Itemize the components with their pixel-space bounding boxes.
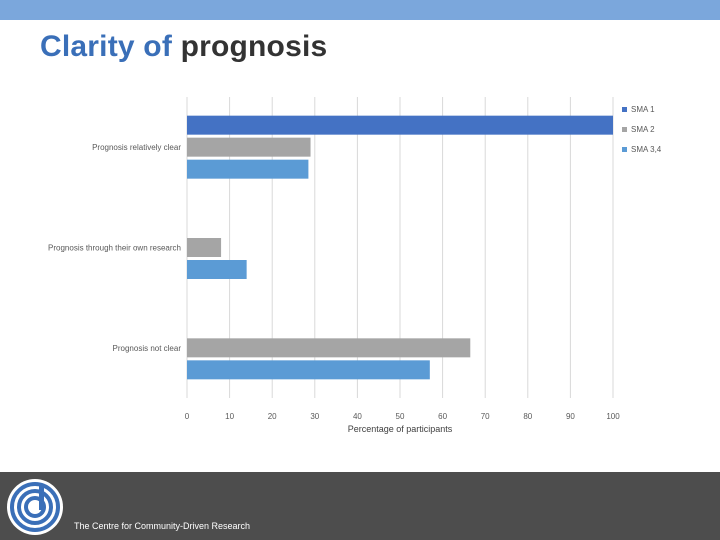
slide-title: Clarity of prognosis [40, 30, 327, 64]
y-category-label: Prognosis relatively clear [92, 143, 181, 152]
x-tick-label: 20 [268, 412, 277, 421]
x-tick-label: 90 [566, 412, 575, 421]
x-tick-label: 70 [481, 412, 490, 421]
x-tick-label: 100 [606, 412, 620, 421]
x-tick-label: 60 [438, 412, 447, 421]
x-tick-label: 50 [396, 412, 405, 421]
bar-chart: 0 10 20 30 40 50 60 70 80 90 100 Prognosis relative… [48, 97, 662, 434]
bar [187, 159, 309, 179]
x-tick-label: 0 [185, 412, 190, 421]
slide-title-rest: prognosis [180, 30, 328, 63]
footer-bar [0, 472, 720, 540]
legend-swatch [622, 147, 627, 152]
top-accent-bar [0, 0, 720, 20]
legend-label: SMA 2 [631, 125, 655, 134]
bar [187, 360, 430, 380]
x-tick-label: 30 [310, 412, 319, 421]
legend-label: SMA 3,4 [631, 145, 662, 154]
bar [187, 137, 311, 157]
legend-swatch [622, 127, 627, 132]
x-tick-label: 80 [523, 412, 532, 421]
ccdr-logo-icon [7, 479, 63, 535]
x-tick-label: 40 [353, 412, 362, 421]
bar [187, 115, 613, 135]
y-category-label: Prognosis not clear [113, 344, 182, 353]
bar [187, 338, 471, 358]
x-axis-label: Percentage of participants [348, 424, 453, 434]
legend-swatch [622, 107, 627, 112]
bar [187, 238, 222, 257]
legend-label: SMA 1 [631, 105, 655, 114]
footer-org-name: The Centre for Community-Driven Research [74, 521, 251, 531]
y-category-label: Prognosis through their own research [48, 244, 181, 253]
bar [187, 260, 247, 279]
slide-title-accent: Clarity of [40, 30, 173, 63]
x-tick-label: 10 [225, 412, 234, 421]
